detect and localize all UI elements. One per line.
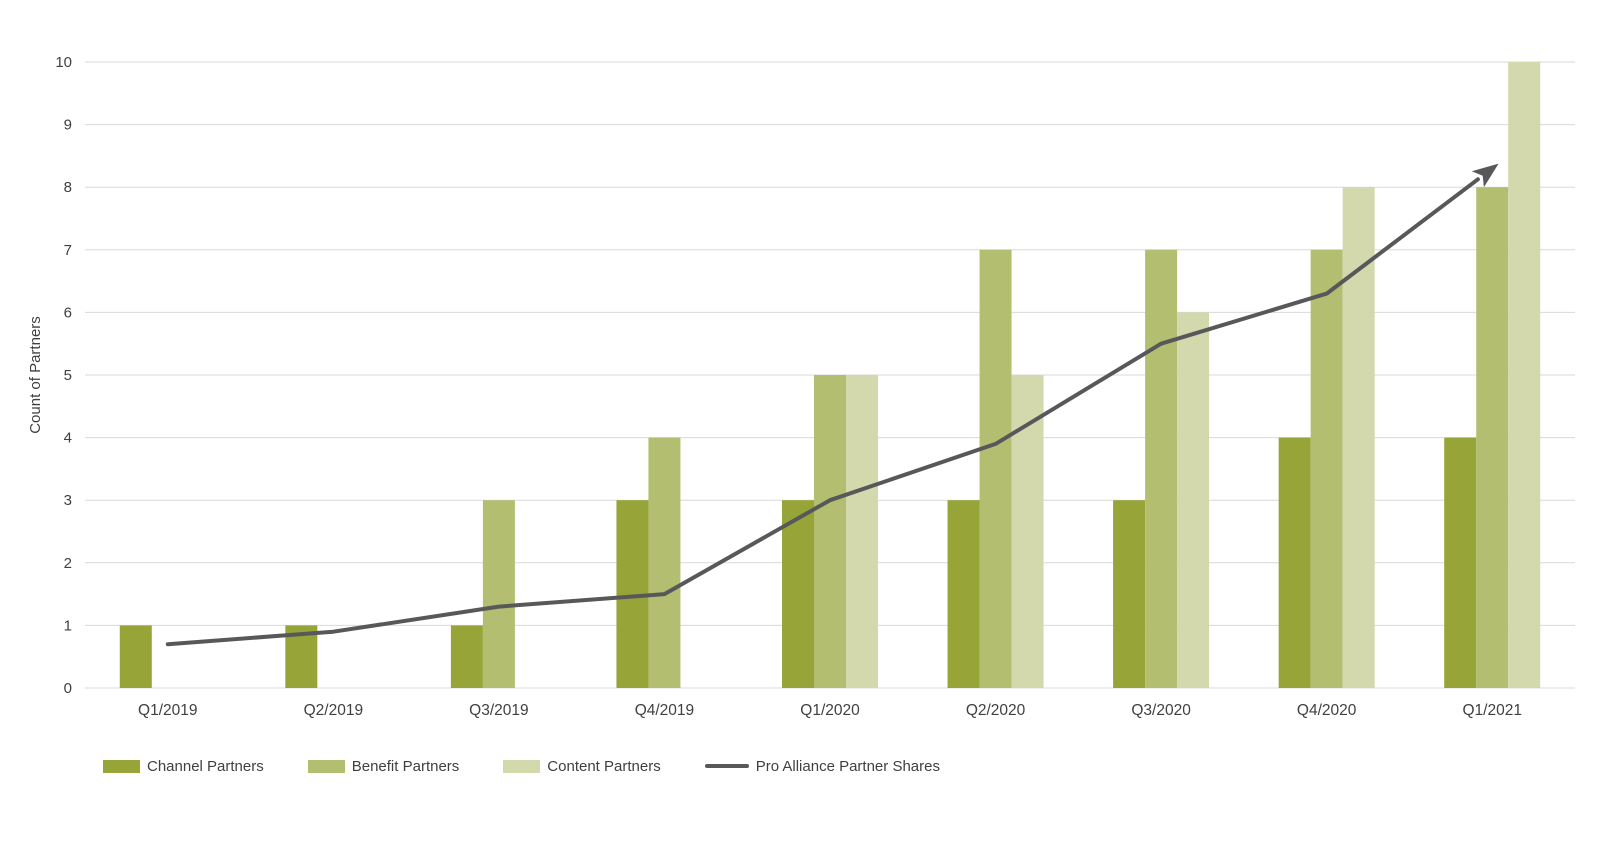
legend-label-channel-partners: Channel Partners xyxy=(147,757,264,775)
y-tick-label-6: 6 xyxy=(64,304,72,321)
bar-content-partners-q1-2021 xyxy=(1508,62,1541,688)
legend-swatch-content-partners xyxy=(503,759,541,773)
legend-label-pro-alliance-partner-shares: Pro Alliance Partner Shares xyxy=(755,757,940,775)
bar-content-partners-q1-2020 xyxy=(846,375,878,688)
bar-channel-partners-q4-2020 xyxy=(1278,437,1311,688)
bar-benefit-partners-q1-2021 xyxy=(1476,187,1509,688)
bar-content-partners-q2-2020 xyxy=(1011,375,1044,688)
legend-line-swatch-pro-alliance xyxy=(704,764,749,768)
bar-benefit-partners-q4-2019 xyxy=(648,437,681,688)
x-label-q3-2020: Q3/2020 xyxy=(1131,702,1191,719)
y-tick-label-0: 0 xyxy=(64,680,72,697)
legend-swatch-channel-partners xyxy=(103,759,140,773)
chart-legend: Channel Partners Benefit Partners Conten… xyxy=(103,753,940,779)
bar-benefit-partners-q1-2020 xyxy=(814,375,846,688)
y-tick-label-5: 5 xyxy=(64,367,72,384)
legend-item-pro-alliance-partner-shares: Pro Alliance Partner Shares xyxy=(704,757,940,775)
legend-label-content-partners: Content Partners xyxy=(547,757,661,775)
bar-channel-partners-q3-2019 xyxy=(450,625,483,688)
y-axis-title: Count of Partners xyxy=(27,316,44,434)
bar-channel-partners-q1-2019 xyxy=(119,625,152,688)
legend-item-content-partners: Content Partners xyxy=(503,757,661,775)
bar-channel-partners-q1-2021 xyxy=(1444,437,1477,688)
y-tick-label-10: 10 xyxy=(55,54,72,71)
bar-benefit-partners-q4-2020 xyxy=(1310,249,1343,689)
line-pro-alliance-partner-shares xyxy=(165,177,1480,647)
y-tick-label-9: 9 xyxy=(64,117,72,134)
legend-item-benefit-partners: Benefit Partners xyxy=(307,757,460,775)
x-label-q4-2019: Q4/2019 xyxy=(635,702,694,719)
y-tick-label-7: 7 xyxy=(64,242,72,259)
bar-benefit-partners-q3-2020 xyxy=(1145,249,1178,689)
bar-content-partners-q3-2020 xyxy=(1177,312,1210,688)
x-label-q2-2020: Q2/2020 xyxy=(966,702,1026,719)
x-label-q1-2021: Q1/2021 xyxy=(1462,702,1521,719)
y-tick-label-4: 4 xyxy=(64,430,72,447)
legend-swatch-benefit-partners xyxy=(307,759,345,773)
x-label-q1-2019: Q1/2019 xyxy=(138,702,197,719)
arrowhead-icon xyxy=(1471,163,1499,188)
legend-item-channel-partners: Channel Partners xyxy=(103,758,264,775)
x-label-q4-2020: Q4/2020 xyxy=(1297,702,1357,719)
y-tick-label-1: 1 xyxy=(64,617,72,634)
y-tick-label-3: 3 xyxy=(64,492,72,509)
y-tick-label-2: 2 xyxy=(64,555,72,572)
y-tick-label-8: 8 xyxy=(64,179,72,196)
x-label-q3-2019: Q3/2019 xyxy=(469,702,528,719)
bar-benefit-partners-q3-2019 xyxy=(482,500,515,688)
bar-benefit-partners-q2-2020 xyxy=(979,249,1012,689)
bar-channel-partners-q2-2020 xyxy=(947,500,980,688)
x-label-q2-2019: Q2/2019 xyxy=(304,702,363,719)
legend-label-benefit-partners: Benefit Partners xyxy=(351,757,460,775)
x-label-q1-2020: Q1/2020 xyxy=(800,702,860,719)
bar-channel-partners-q3-2020 xyxy=(1113,500,1146,688)
bar-channel-partners-q1-2020 xyxy=(782,500,814,688)
